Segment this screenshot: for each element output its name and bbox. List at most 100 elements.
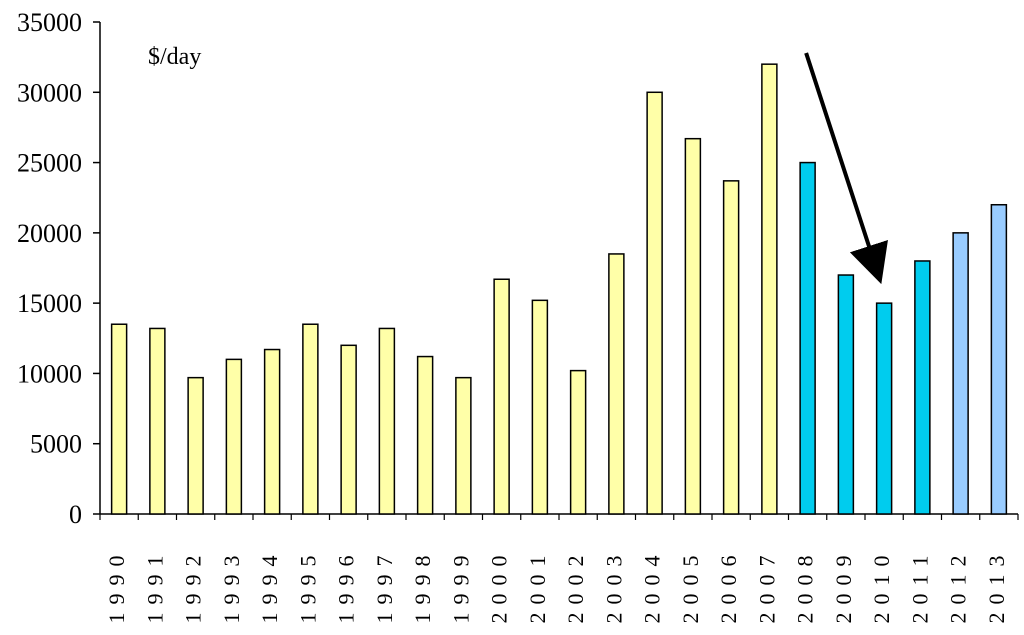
bar-1998 [416, 355, 434, 515]
x-tick-label-digit: 0 [716, 594, 741, 605]
bar-1991 [149, 327, 166, 515]
bar-2006 [722, 180, 740, 515]
x-tick-label-digit: 0 [793, 575, 818, 586]
x-tick-label-digit: 9 [295, 575, 320, 586]
x-tick-label-digit: 5 [295, 556, 320, 567]
x-tick-label-digit: 2 [754, 613, 779, 624]
y-tick-label: 5000 [30, 430, 82, 459]
x-tick-label-digit: 0 [754, 594, 779, 605]
x-tick-label-digit: 0 [869, 556, 894, 567]
bar-2011 [914, 260, 931, 515]
x-tick-label-digit: 9 [104, 575, 129, 586]
x-tick-label-digit: 9 [334, 594, 359, 605]
x-tick-labels: 1990199119921993199419951996199719981999… [104, 556, 1009, 624]
x-tick-label-digit: 0 [487, 575, 512, 586]
x-tick-label-digit: 7 [754, 556, 779, 567]
bar-2003 [608, 253, 625, 515]
x-tick-label-digit: 0 [831, 594, 856, 605]
x-tick-label-digit: 1 [410, 613, 435, 624]
x-tick-label-digit: 0 [716, 575, 741, 586]
x-axis [99, 513, 1019, 520]
x-tick-label-digit: 9 [257, 594, 282, 605]
x-tick-label-digit: 8 [410, 556, 435, 567]
x-tick-label-digit: 0 [793, 594, 818, 605]
x-tick-label-digit: 9 [334, 575, 359, 586]
x-tick-label-digit: 2 [563, 556, 588, 567]
x-tick-label-digit: 0 [601, 594, 626, 605]
bar-2007 [761, 63, 778, 515]
y-tick-label: 10000 [17, 359, 82, 388]
x-tick-label-digit: 1 [334, 613, 359, 624]
x-tick-label-digit: 6 [716, 556, 741, 567]
x-tick-label-digit: 9 [142, 575, 167, 586]
x-tick-label-digit: 9 [448, 556, 473, 567]
x-tick-label-digit: 0 [869, 594, 894, 605]
bar-2000 [493, 278, 510, 515]
x-tick-label-digit: 1 [984, 575, 1009, 586]
bar-1992 [187, 376, 204, 515]
x-tick-label-digit: 2 [640, 613, 665, 624]
bar-1993 [225, 358, 243, 515]
x-tick-label-2000: 2000 [487, 556, 512, 624]
x-tick-label-digit: 9 [219, 575, 244, 586]
x-tick-label-digit: 1 [257, 613, 282, 624]
x-tick-label-digit: 2 [181, 556, 206, 567]
x-tick-label-digit: 0 [640, 575, 665, 586]
x-tick-label-digit: 9 [831, 556, 856, 567]
x-tick-label-digit: 9 [372, 575, 397, 586]
bar-2013 [990, 203, 1008, 515]
y-tick-label: 25000 [17, 149, 82, 178]
x-tick-label-digit: 2 [716, 613, 741, 624]
x-tick-label-digit: 1 [448, 613, 473, 624]
x-tick-label-digit: 1 [946, 575, 971, 586]
x-tick-label-digit: 2 [946, 613, 971, 624]
bar-1996 [340, 344, 357, 515]
bar-1997 [378, 327, 396, 515]
x-tick-label-digit: 2 [907, 613, 932, 624]
x-tick-label-digit: 1 [142, 556, 167, 567]
x-tick-label-digit: 9 [257, 575, 282, 586]
x-tick-label-digit: 1 [525, 556, 550, 567]
x-tick-label-digit: 6 [334, 556, 359, 567]
x-tick-label-digit: 0 [907, 594, 932, 605]
x-tick-label-digit: 0 [487, 594, 512, 605]
x-tick-label-digit: 9 [410, 575, 435, 586]
x-tick-label-digit: 3 [984, 556, 1009, 567]
x-tick-label-digit: 1 [219, 613, 244, 624]
bar-2001 [531, 299, 549, 515]
x-tick-label-digit: 0 [640, 594, 665, 605]
y-tick-label: 30000 [17, 78, 82, 107]
x-tick-label-digit: 2 [869, 613, 894, 624]
x-tick-label-digit: 0 [487, 556, 512, 567]
bars [110, 63, 1008, 515]
x-tick-label-digit: 2 [487, 613, 512, 624]
bar-1995 [302, 323, 319, 515]
x-tick-label-digit: 0 [678, 594, 703, 605]
x-tick-label-digit: 2 [601, 613, 626, 624]
y-axis: 0 5000 10000 15000 20000 25000 30000 35000 [17, 8, 101, 529]
x-tick-label-digit: 4 [640, 556, 665, 567]
x-tick-label-digit: 1 [907, 556, 932, 567]
y-tick-label: 20000 [17, 219, 82, 248]
x-tick-label-digit: 3 [601, 556, 626, 567]
bar-2004 [646, 91, 663, 515]
x-tick-label-digit: 9 [448, 575, 473, 586]
x-tick-label-digit: 2 [525, 613, 550, 624]
y-tick-label: 35000 [17, 8, 82, 37]
x-tick-label-digit: 9 [295, 594, 320, 605]
bar-2009 [837, 274, 855, 515]
x-tick-label-digit: 1 [295, 613, 320, 624]
